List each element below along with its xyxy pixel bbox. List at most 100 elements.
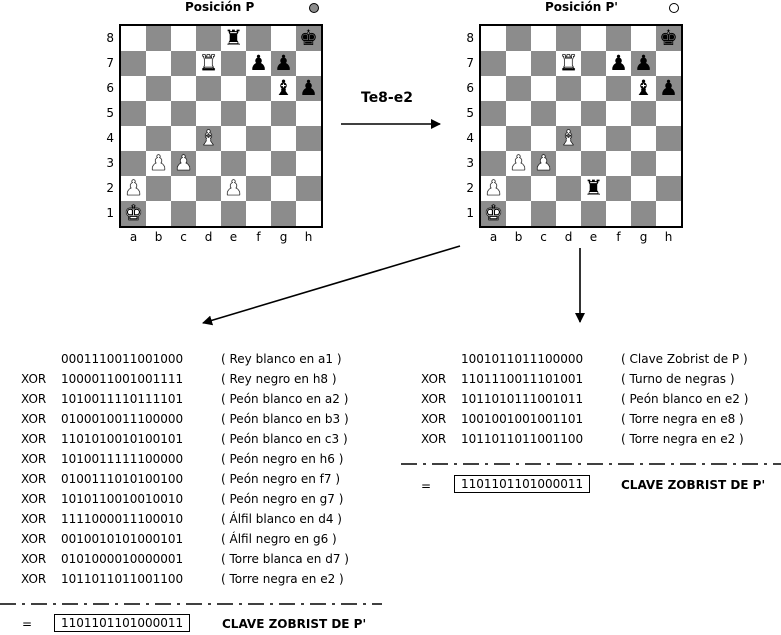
square-e5 xyxy=(581,101,606,126)
square-e2: ♟ xyxy=(221,176,246,201)
square-e8: ♜ xyxy=(221,26,246,51)
square-h6: ♟ xyxy=(656,76,681,101)
square-a2: ♟ xyxy=(481,176,506,201)
square-c5 xyxy=(531,101,556,126)
square-e7 xyxy=(221,51,246,76)
right-equals-sign: = xyxy=(421,479,432,493)
white-pawn-icon: ♟ xyxy=(149,151,168,175)
white-pawn-icon: ♟ xyxy=(534,151,553,175)
hash-description: ( Peón blanco en b3 ) xyxy=(221,412,349,426)
hash-description: ( Rey blanco en a1 ) xyxy=(221,352,342,366)
white-pawn-icon: ♟ xyxy=(174,151,193,175)
xor-operator: XOR xyxy=(21,572,47,586)
square-h7 xyxy=(656,51,681,76)
square-b4 xyxy=(146,126,171,151)
square-h8: ♚ xyxy=(296,26,321,51)
left-chessboard: ♜ ♚ ♜ ♟ ♟ ♝ ♟ ♝ ♟ ♟ ♟ ♟ ♚ xyxy=(119,24,323,228)
square-f2 xyxy=(246,176,271,201)
xor-operator: XOR xyxy=(21,432,47,446)
square-d7: ♜ xyxy=(196,51,221,76)
black-pawn-icon: ♟ xyxy=(299,76,318,100)
white-king-icon: ♚ xyxy=(124,201,143,225)
file-label: b xyxy=(514,230,523,244)
right-result-label: CLAVE ZOBRIST DE P' xyxy=(621,478,766,492)
hash-value: 0010010101000101 xyxy=(61,532,184,546)
white-rook-icon: ♜ xyxy=(559,51,578,75)
square-h2 xyxy=(656,176,681,201)
square-c4 xyxy=(531,126,556,151)
hash-value: 0001110011001000 xyxy=(61,352,184,366)
file-label: c xyxy=(180,230,187,244)
square-e6 xyxy=(221,76,246,101)
hash-value: 1000011001001111 xyxy=(61,372,184,386)
square-d4: ♝ xyxy=(196,126,221,151)
square-g4 xyxy=(631,126,656,151)
hash-description: ( Rey negro en h8 ) xyxy=(221,372,337,386)
square-g7: ♟ xyxy=(631,51,656,76)
square-b3: ♟ xyxy=(506,151,531,176)
hash-description: ( Peón negro en f7 ) xyxy=(221,472,341,486)
rank-label: 1 xyxy=(466,206,474,220)
square-c8 xyxy=(531,26,556,51)
hash-description: ( Peón negro en g7 ) xyxy=(221,492,344,506)
white-bishop-icon: ♝ xyxy=(559,126,578,150)
square-g2 xyxy=(631,176,656,201)
xor-operator: XOR xyxy=(421,432,447,446)
rank-label: 3 xyxy=(466,156,474,170)
right-result-key: 1101101101000011 xyxy=(454,475,591,493)
rank-label: 3 xyxy=(106,156,114,170)
square-h8: ♚ xyxy=(656,26,681,51)
square-c3: ♟ xyxy=(531,151,556,176)
right-board-title: Posición P' xyxy=(545,0,618,14)
square-h4 xyxy=(656,126,681,151)
xor-operator: XOR xyxy=(421,412,447,426)
file-label: e xyxy=(229,230,238,244)
square-b3: ♟ xyxy=(146,151,171,176)
white-to-move-indicator-icon xyxy=(669,3,679,13)
square-h4 xyxy=(296,126,321,151)
hash-description: ( Turno de negras ) xyxy=(621,372,735,386)
xor-operator: XOR xyxy=(421,372,447,386)
square-f6 xyxy=(606,76,631,101)
square-d2 xyxy=(556,176,581,201)
hash-value: 1011010111001011 xyxy=(461,392,584,406)
square-e8 xyxy=(581,26,606,51)
square-d2 xyxy=(196,176,221,201)
white-king-icon: ♚ xyxy=(484,201,503,225)
square-h3 xyxy=(656,151,681,176)
square-b7 xyxy=(146,51,171,76)
black-pawn-icon: ♟ xyxy=(609,51,628,75)
square-d5 xyxy=(556,101,581,126)
xor-operator: XOR xyxy=(21,372,47,386)
square-b1 xyxy=(506,201,531,226)
square-h3 xyxy=(296,151,321,176)
square-d1 xyxy=(556,201,581,226)
square-g6: ♝ xyxy=(631,76,656,101)
black-pawn-icon: ♟ xyxy=(634,51,653,75)
square-b6 xyxy=(146,76,171,101)
left-file-labels: a b c d e f g h xyxy=(121,230,321,244)
square-g8 xyxy=(271,26,296,51)
square-d4: ♝ xyxy=(556,126,581,151)
square-e4 xyxy=(581,126,606,151)
square-a4 xyxy=(121,126,146,151)
rank-label: 5 xyxy=(106,106,114,120)
square-f4 xyxy=(606,126,631,151)
hash-description: ( Torre negra en e2 ) xyxy=(621,432,744,446)
xor-operator: XOR xyxy=(21,452,47,466)
xor-operator: XOR xyxy=(21,392,47,406)
square-h5 xyxy=(656,101,681,126)
white-pawn-icon: ♟ xyxy=(224,176,243,200)
white-pawn-icon: ♟ xyxy=(509,151,528,175)
hash-description: ( Torre negra en e2 ) xyxy=(221,572,344,586)
rank-label: 1 xyxy=(106,206,114,220)
square-b7 xyxy=(506,51,531,76)
square-b5 xyxy=(506,101,531,126)
move-label: Te8-e2 xyxy=(361,90,413,106)
file-label: d xyxy=(204,230,213,244)
square-b1 xyxy=(146,201,171,226)
file-label: h xyxy=(664,230,673,244)
left-equals-sign: = xyxy=(22,617,33,631)
square-e2: ♜ xyxy=(581,176,606,201)
square-e3 xyxy=(221,151,246,176)
